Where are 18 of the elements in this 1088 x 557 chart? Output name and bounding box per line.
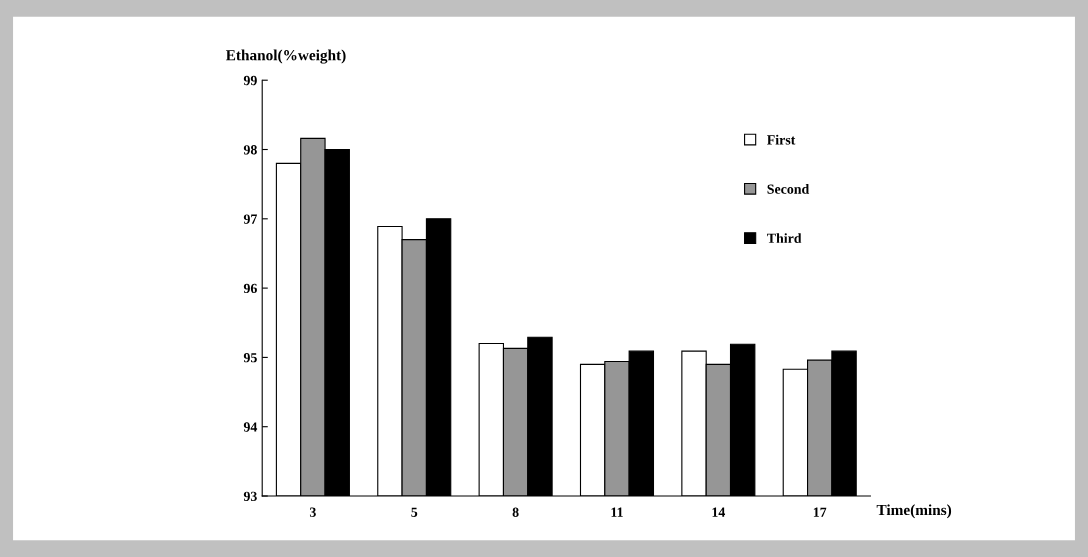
y-tick-label: 95 xyxy=(243,353,257,363)
y-tick-label: 98 xyxy=(243,145,257,155)
y-tick-label: 96 xyxy=(243,283,257,294)
x-tick-label: 14 xyxy=(712,507,726,517)
legend-label: First xyxy=(767,134,796,145)
legend-label: Second xyxy=(767,184,810,194)
x-tick-label: 3 xyxy=(309,507,316,517)
y-tick-label: 93 xyxy=(243,491,257,501)
y-tick-label: 97 xyxy=(243,214,258,224)
y-axis-title: Ethanol(%weight) xyxy=(225,49,346,64)
x-tick-label: 8 xyxy=(512,507,519,517)
x-tick-label: 5 xyxy=(411,507,418,517)
legend-label: Third xyxy=(767,233,802,243)
x-tick-label: 17 xyxy=(813,507,827,517)
x-tick-label: 11 xyxy=(611,507,623,517)
x-axis-title: Time(mins) xyxy=(876,504,952,519)
y-tick-label: 99 xyxy=(243,75,257,86)
y-tick-label: 94 xyxy=(243,422,258,432)
